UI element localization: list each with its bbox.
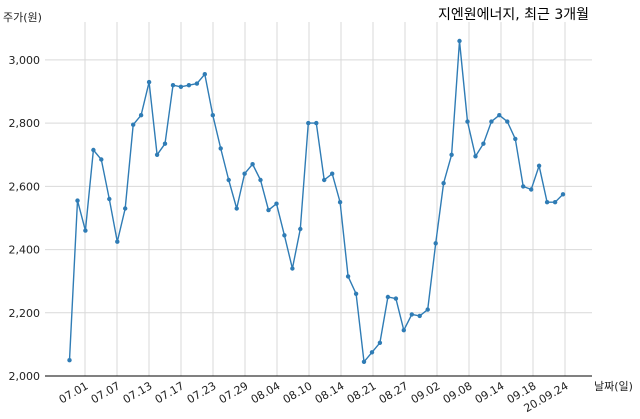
data-point — [99, 157, 104, 162]
data-point — [521, 184, 526, 189]
data-point — [202, 72, 207, 77]
data-point — [552, 200, 558, 205]
data-point — [67, 358, 72, 363]
data-point — [138, 113, 144, 118]
data-point — [330, 171, 335, 176]
x-tick-labels: 07.0107.0707.1307.1707.2307.2908.0408.10… — [57, 379, 571, 415]
x-tick-label: 08.14 — [313, 379, 347, 406]
data-point — [210, 113, 215, 118]
data-point — [170, 83, 176, 88]
x-tick-label: 09.08 — [441, 379, 475, 406]
data-point — [385, 294, 391, 300]
data-point — [162, 141, 168, 146]
data-point — [377, 340, 383, 345]
data-point — [433, 241, 438, 246]
data-point — [481, 141, 486, 146]
data-point — [322, 177, 327, 183]
data-point — [473, 154, 478, 159]
data-point — [282, 233, 287, 238]
data-point — [505, 119, 510, 124]
data-point — [314, 120, 319, 126]
data-point — [226, 177, 231, 183]
data-point — [337, 200, 343, 205]
data-point — [186, 83, 192, 88]
x-tick-label: 08.27 — [377, 379, 411, 406]
data-point — [83, 228, 88, 233]
data-point — [115, 239, 120, 244]
x-tick-label: 09.02 — [409, 379, 443, 406]
data-point — [123, 206, 128, 211]
x-tick-label: 07.01 — [57, 379, 91, 406]
data-point — [75, 198, 80, 203]
x-tick-label: 07.07 — [89, 379, 123, 406]
y-axis-label: 주가(원) — [3, 11, 42, 24]
y-tick-label: 2,400 — [9, 244, 41, 257]
data-point — [449, 152, 454, 157]
data-point — [258, 177, 263, 183]
data-point — [290, 266, 295, 271]
data-point — [369, 350, 375, 355]
x-tick-label: 07.29 — [217, 379, 251, 406]
data-point — [242, 171, 247, 176]
data-point — [353, 291, 359, 296]
data-point — [536, 163, 542, 168]
data-point — [234, 206, 239, 211]
data-point — [401, 328, 406, 333]
data-point — [513, 136, 518, 142]
data-point — [178, 84, 184, 90]
grid — [45, 22, 592, 377]
data-point — [218, 146, 223, 151]
x-tick-label: 08.10 — [281, 379, 315, 406]
data-point — [489, 119, 494, 124]
x-tick-label: 07.23 — [185, 379, 219, 406]
data-point — [417, 313, 422, 319]
data-points — [67, 38, 566, 364]
x-tick-label: 08.04 — [249, 379, 283, 406]
data-point — [544, 200, 550, 205]
x-tick-label: 07.13 — [121, 379, 155, 406]
data-point — [361, 359, 367, 364]
y-tick-labels: 2,000 2,200 2,400 2,600 2,800 3,000 — [9, 54, 41, 383]
data-point — [497, 113, 502, 118]
data-point — [465, 119, 470, 124]
data-point — [154, 152, 160, 157]
data-point — [457, 38, 462, 44]
data-point — [266, 207, 271, 213]
data-point — [306, 120, 311, 126]
data-point — [441, 181, 446, 186]
data-point — [393, 296, 399, 301]
data-point — [529, 187, 534, 192]
data-point — [194, 81, 200, 86]
y-tick-label: 2,600 — [9, 180, 41, 193]
data-point — [345, 274, 351, 279]
y-tick-label: 3,000 — [9, 54, 41, 67]
y-tick-label: 2,000 — [9, 370, 41, 383]
data-point — [274, 201, 279, 206]
y-tick-label: 2,200 — [9, 307, 41, 320]
data-point — [409, 312, 414, 317]
x-axis-label: 날짜(일) — [594, 379, 633, 393]
data-point — [560, 192, 566, 197]
x-tick-label: 07.17 — [153, 379, 187, 406]
price-line — [68, 40, 564, 364]
data-point — [250, 162, 255, 167]
data-point — [131, 122, 136, 127]
x-tick-label: 09.14 — [473, 379, 507, 406]
y-tick-label: 2,800 — [9, 117, 41, 130]
data-point — [107, 196, 112, 202]
data-point — [146, 79, 152, 85]
x-tick-label: 08.21 — [345, 379, 379, 406]
data-point — [425, 307, 430, 312]
data-point — [91, 147, 96, 153]
data-point — [298, 226, 303, 232]
chart-title: 지엔원에너지, 최근 3개월 — [438, 7, 589, 23]
